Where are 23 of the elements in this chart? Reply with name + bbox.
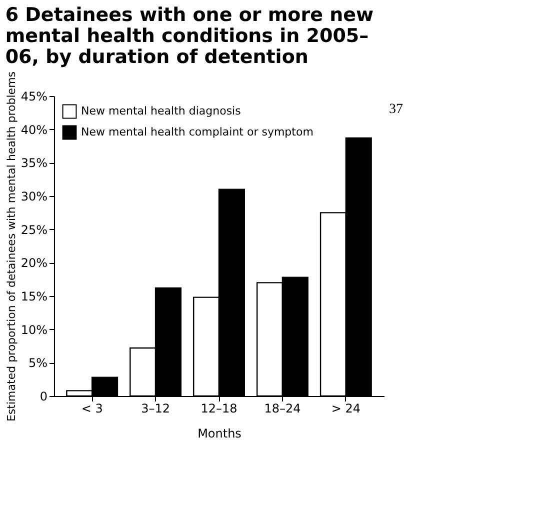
text: 37 [389,102,403,117]
x-tick-label: < 3 [81,402,103,416]
y-tick-label: 5% [28,356,48,370]
text: 6 Detainees with one or more new [5,4,374,26]
y-tick-label: 10% [20,322,48,337]
y-tick-label: 30% [20,190,48,204]
text: 06, by duration of detention [5,46,308,68]
text: mental health conditions in 2005– [5,24,369,47]
y-axis-title: Estimated proportion of detainees with mental health problems [4,71,18,422]
y-tick-label: 25% [20,222,48,237]
x-tick-label: 12–18 [200,402,238,416]
x-tick-label: 3–12 [141,402,170,416]
x-tick-label: > 24 [331,402,360,416]
y-tick-label: 15% [20,290,48,304]
x-tick-label: 18–24 [264,402,301,416]
x-axis-title: Months [198,426,242,440]
y-tick-label: 35% [20,156,48,170]
legend-label: New mental health diagnosis [81,104,242,118]
y-tick-label: 0 [40,390,48,404]
y-tick-label: 45% [20,90,48,104]
legend-label: New mental health complaint or symptom [81,126,314,138]
y-tick-label: 20% [20,256,48,270]
y-tick-label: 40% [20,122,48,137]
